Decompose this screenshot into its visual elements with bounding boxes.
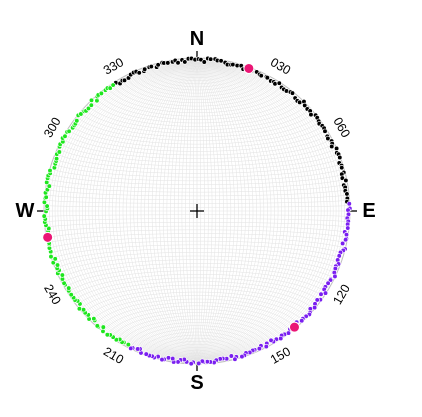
series-1-point <box>121 77 128 84</box>
series-2-point <box>314 297 320 303</box>
series-3-point <box>85 105 92 112</box>
series-1-point <box>302 102 308 109</box>
center-cross <box>190 204 204 218</box>
series-2-point <box>135 346 141 352</box>
highlight-points <box>42 62 300 333</box>
series-2-point <box>322 290 329 296</box>
series-1-point <box>339 164 345 171</box>
series-2-point <box>175 359 181 365</box>
series-2-point <box>346 201 352 207</box>
series-3-point <box>53 156 60 162</box>
series-3-point <box>43 194 49 200</box>
series-3-point <box>66 285 72 291</box>
series-3-point <box>88 102 94 108</box>
series-2-point <box>342 237 349 243</box>
series-3-point <box>41 199 48 205</box>
series-2-point <box>188 361 194 367</box>
series-3-point <box>56 149 62 155</box>
series-2-point <box>165 355 172 361</box>
series-3-point <box>46 183 52 189</box>
series-1-point <box>208 56 214 62</box>
series-3-point <box>44 203 50 209</box>
series-3-point <box>48 253 54 260</box>
series-2-point <box>239 353 245 360</box>
series-2-point <box>228 353 234 359</box>
series-2-point <box>159 356 165 363</box>
series-1-point <box>142 66 148 72</box>
series-1-point <box>297 99 303 105</box>
series-1-point <box>276 80 282 86</box>
cardinal-labels: N E S W <box>16 28 376 394</box>
series-1-point <box>182 59 188 65</box>
data-points <box>41 55 353 367</box>
series-3-point <box>91 316 97 322</box>
series-2-point <box>128 345 134 351</box>
series-3-point <box>104 332 110 338</box>
series-3-point <box>52 256 58 262</box>
series-2-point <box>278 335 284 342</box>
series-2-point <box>232 356 238 362</box>
series-2-point <box>299 318 305 324</box>
series-2-point <box>311 304 318 311</box>
series-1-point <box>230 61 236 68</box>
highlight-point-1 <box>243 62 255 74</box>
cardinal-w: W <box>16 200 35 222</box>
series-2-point <box>256 345 263 352</box>
series-2-point <box>196 360 202 367</box>
cardinal-s: S <box>190 372 203 394</box>
series-3-point <box>54 262 61 268</box>
cardinal-e: E <box>362 200 375 222</box>
series-1-point <box>201 59 207 65</box>
series-2-point <box>345 207 351 213</box>
series-2-point <box>332 273 338 280</box>
series-3-point <box>74 118 80 124</box>
series-1-point <box>264 75 270 81</box>
series-2-point <box>143 351 149 357</box>
series-3-point <box>66 128 72 134</box>
series-1-point <box>272 81 278 87</box>
series-3-point <box>100 324 106 330</box>
series-1-point <box>258 73 264 79</box>
series-1-point <box>322 128 328 134</box>
series-2-point <box>170 355 176 362</box>
highlight-point-3 <box>42 231 54 243</box>
series-1-point <box>165 60 171 66</box>
series-2-point <box>325 280 331 286</box>
series-2-point <box>345 225 351 231</box>
series-3-point <box>94 323 100 329</box>
series-2-point <box>268 337 274 343</box>
series-2-point <box>263 343 269 350</box>
series-2-point <box>339 240 346 247</box>
series-3-point <box>62 133 68 139</box>
series-1-point <box>325 135 331 142</box>
series-1-point <box>136 70 142 76</box>
series-3-point <box>110 82 116 88</box>
series-3-point <box>68 292 74 298</box>
series-1-point <box>344 191 350 197</box>
series-1-point <box>155 62 161 68</box>
series-3-point <box>59 272 66 278</box>
series-1-point <box>175 60 181 66</box>
cardinal-n: N <box>190 28 204 50</box>
series-3-point <box>98 90 105 97</box>
series-3-point <box>47 167 53 174</box>
series-3-point <box>88 97 95 103</box>
series-1-point <box>329 143 335 150</box>
series-1-point <box>343 177 349 184</box>
series-3-point <box>41 213 47 219</box>
series-3-point <box>125 341 132 348</box>
series-1-point <box>148 63 154 70</box>
highlight-point-2 <box>288 321 300 333</box>
series-3-point <box>76 306 83 312</box>
series-2-point <box>318 291 324 297</box>
series-1-point <box>337 154 343 161</box>
series-1-point <box>333 145 340 152</box>
series-1-point <box>289 90 296 96</box>
series-1-point <box>308 111 314 118</box>
series-3-point <box>46 225 52 232</box>
